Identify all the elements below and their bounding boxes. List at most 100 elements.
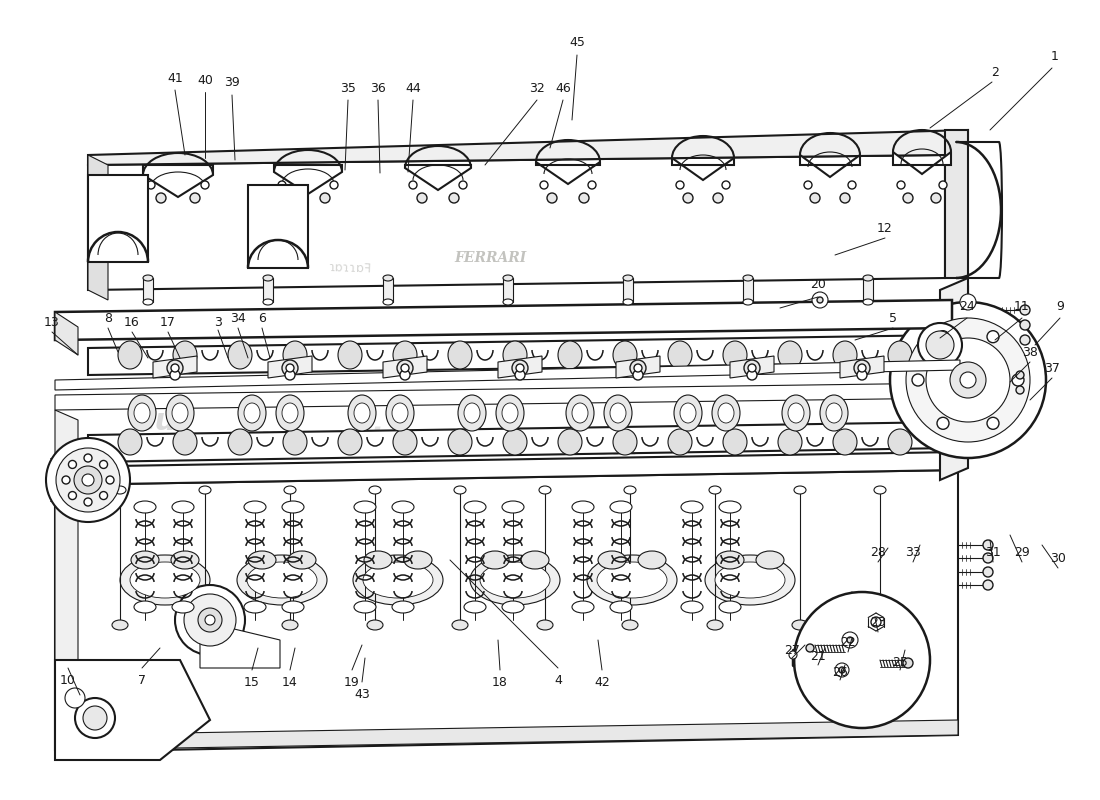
Ellipse shape [458, 395, 486, 431]
Ellipse shape [283, 341, 307, 369]
Ellipse shape [386, 395, 414, 431]
Text: 31: 31 [986, 546, 1001, 559]
Circle shape [201, 181, 209, 189]
Ellipse shape [353, 555, 443, 605]
Ellipse shape [130, 562, 200, 598]
Ellipse shape [166, 395, 194, 431]
Ellipse shape [143, 275, 153, 281]
Text: 43: 43 [354, 689, 370, 702]
Ellipse shape [131, 551, 160, 569]
Text: 40: 40 [197, 74, 213, 86]
Circle shape [747, 370, 757, 380]
Ellipse shape [623, 275, 632, 281]
Ellipse shape [368, 486, 381, 494]
Circle shape [278, 181, 286, 189]
Ellipse shape [792, 620, 808, 630]
Ellipse shape [282, 501, 304, 513]
Circle shape [512, 360, 528, 376]
Text: 10: 10 [60, 674, 76, 686]
Ellipse shape [367, 620, 383, 630]
Polygon shape [893, 152, 952, 174]
Circle shape [835, 663, 849, 677]
Circle shape [285, 370, 295, 380]
Circle shape [286, 364, 294, 372]
Ellipse shape [244, 601, 266, 613]
Circle shape [630, 360, 646, 376]
Circle shape [417, 193, 427, 203]
Circle shape [987, 418, 999, 430]
Ellipse shape [705, 555, 795, 605]
Ellipse shape [173, 429, 197, 455]
Circle shape [205, 615, 214, 625]
Polygon shape [268, 356, 312, 378]
Ellipse shape [464, 403, 480, 423]
Circle shape [1020, 320, 1030, 330]
Circle shape [812, 292, 828, 308]
Text: 23: 23 [870, 615, 886, 629]
Ellipse shape [496, 395, 524, 431]
Ellipse shape [197, 620, 213, 630]
Circle shape [847, 637, 852, 643]
Ellipse shape [348, 395, 376, 431]
Circle shape [540, 181, 548, 189]
Circle shape [515, 370, 525, 380]
Ellipse shape [598, 551, 626, 569]
Circle shape [320, 193, 330, 203]
Text: 22: 22 [840, 637, 856, 650]
Ellipse shape [778, 429, 802, 455]
Polygon shape [616, 356, 660, 378]
Circle shape [588, 181, 596, 189]
Text: 13: 13 [44, 315, 59, 329]
Ellipse shape [392, 601, 414, 613]
Text: 17: 17 [161, 315, 176, 329]
Polygon shape [672, 158, 734, 180]
Ellipse shape [521, 551, 549, 569]
Ellipse shape [172, 403, 188, 423]
Circle shape [156, 193, 166, 203]
Polygon shape [405, 165, 471, 190]
Circle shape [983, 567, 993, 577]
Ellipse shape [114, 486, 126, 494]
Text: 34: 34 [230, 311, 246, 325]
Ellipse shape [128, 395, 156, 431]
Text: 38: 38 [1022, 346, 1038, 359]
Ellipse shape [610, 501, 632, 513]
Ellipse shape [604, 395, 632, 431]
Circle shape [634, 364, 642, 372]
Ellipse shape [448, 429, 472, 455]
Text: 3: 3 [214, 317, 222, 330]
Polygon shape [143, 165, 213, 197]
Circle shape [84, 498, 92, 506]
Polygon shape [88, 335, 952, 375]
Text: 21: 21 [810, 650, 826, 663]
Polygon shape [383, 356, 427, 378]
Ellipse shape [392, 403, 408, 423]
Circle shape [82, 706, 107, 730]
Ellipse shape [454, 486, 466, 494]
Text: 26: 26 [832, 666, 848, 678]
Circle shape [409, 181, 417, 189]
Circle shape [184, 594, 236, 646]
Ellipse shape [383, 299, 393, 305]
Text: 6: 6 [258, 311, 266, 325]
Ellipse shape [503, 429, 527, 455]
Polygon shape [383, 278, 393, 302]
Ellipse shape [503, 299, 513, 305]
Ellipse shape [354, 601, 376, 613]
Circle shape [903, 658, 913, 668]
Ellipse shape [715, 562, 785, 598]
Ellipse shape [143, 299, 153, 305]
Circle shape [547, 193, 557, 203]
Circle shape [82, 474, 94, 486]
Circle shape [286, 193, 296, 203]
Polygon shape [840, 356, 884, 378]
Ellipse shape [826, 403, 842, 423]
Circle shape [906, 318, 1030, 442]
Polygon shape [274, 165, 342, 194]
Ellipse shape [597, 562, 667, 598]
Circle shape [84, 454, 92, 462]
Ellipse shape [613, 341, 637, 369]
Ellipse shape [778, 341, 802, 369]
Polygon shape [263, 278, 273, 302]
Text: 37: 37 [1044, 362, 1060, 374]
